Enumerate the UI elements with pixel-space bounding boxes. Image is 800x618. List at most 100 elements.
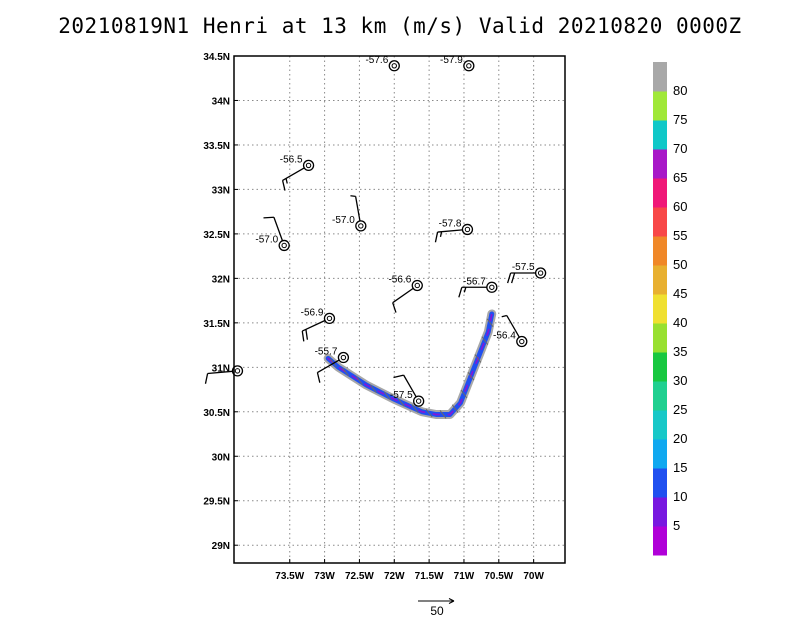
colorbar-label: 75: [673, 112, 687, 127]
colorbar-label: 20: [673, 431, 687, 446]
x-tick-label: 70W: [523, 571, 544, 582]
colorbar-swatch: [653, 120, 667, 150]
plot-frame: [233, 55, 566, 564]
x-tick-label: 73.5W: [275, 571, 304, 582]
colorbar-label: 15: [673, 460, 687, 475]
barb-feather: [434, 231, 439, 243]
grid-lines: [234, 55, 565, 563]
station-label: -55.7: [315, 347, 338, 358]
barb-feather: [458, 287, 463, 298]
station: -56.5: [280, 154, 315, 191]
colorbar-swatch: [653, 352, 667, 382]
band-vector: [383, 391, 391, 401]
stations: -57.6 -57.9 -56.5 -57.0 -57.0 -57.8 -56.6 -56.7…: [204, 55, 547, 407]
barb-half-feather: [285, 178, 288, 184]
barb-feather: [204, 373, 209, 384]
station-label: -56.5: [280, 154, 303, 165]
wind-band: [323, 309, 497, 419]
station: -56.6: [388, 274, 423, 313]
band-vector: [467, 371, 475, 381]
station-ring: [231, 365, 244, 377]
station: -57.9: [440, 55, 475, 72]
station-dot: [234, 368, 241, 374]
station-ring: [323, 312, 336, 325]
colorbar-swatch: [653, 526, 667, 556]
colorbar-swatch: [653, 91, 667, 121]
band-vector: [356, 376, 363, 385]
barb-staff: [282, 167, 305, 181]
y-tick-label: 30.5N: [203, 408, 230, 419]
colorbar-swatch: [653, 265, 667, 295]
colorbar-label: 45: [673, 286, 687, 301]
colorbar-label: 50: [673, 257, 687, 272]
station-ring: [388, 60, 400, 72]
colorbar-swatch: [653, 178, 667, 208]
station-label: -56.7: [463, 276, 486, 287]
colorbar-swatch: [653, 323, 667, 353]
barb-staff: [302, 319, 326, 332]
station-dot: [414, 282, 420, 289]
colorbar-label: 25: [673, 402, 687, 417]
station-ring: [486, 281, 498, 293]
station-ring: [516, 335, 528, 348]
station: -57.0: [255, 216, 290, 252]
y-tick-label: 33.5N: [203, 141, 230, 152]
station-dot: [391, 63, 397, 69]
colorbar-label: 55: [673, 228, 687, 243]
station-label: -56.9: [301, 307, 324, 318]
barb-feather: [305, 329, 309, 340]
colorbar-swatch: [653, 497, 667, 527]
station-ring: [413, 395, 425, 407]
barb-feather: [393, 374, 404, 379]
band-vector: [486, 318, 494, 328]
colorbar-swatch: [653, 381, 667, 411]
reference-vector: 50: [418, 598, 455, 618]
station: -57.5: [506, 262, 547, 284]
band-vector: [425, 408, 433, 418]
station-ring: [355, 220, 367, 232]
barb-staff: [437, 229, 463, 233]
station-label: -57.0: [332, 215, 355, 226]
station-dot: [489, 284, 495, 290]
station-ring: [534, 267, 547, 279]
station-dot: [340, 354, 347, 361]
station-ring: [463, 60, 475, 72]
station: -57.8: [434, 218, 474, 243]
colorbar-swatch: [653, 236, 667, 266]
barb-feather: [392, 302, 397, 313]
band-vector: [481, 336, 489, 345]
colorbar-label: 60: [673, 199, 687, 214]
x-tick-label: 71W: [454, 571, 475, 582]
station-dot: [466, 63, 472, 69]
station-dot: [358, 223, 364, 229]
colorbar-label: 30: [673, 373, 687, 388]
colorbar-swatch: [653, 439, 667, 469]
barb-feather: [301, 330, 305, 342]
colorbar-label: 5: [673, 518, 680, 533]
band-vector: [474, 354, 482, 363]
colorbar-label: 70: [673, 141, 687, 156]
barb-feather: [281, 180, 286, 191]
station: -57.0: [332, 195, 367, 232]
colorbar-label: 80: [673, 83, 687, 98]
station-label: -56.6: [388, 274, 411, 285]
band-vector: [411, 404, 419, 413]
colorbar-label: 65: [673, 170, 687, 185]
station: -56.4: [493, 314, 528, 348]
station-dot: [281, 242, 287, 249]
band-vector: [397, 398, 405, 407]
barb-staff: [273, 217, 284, 241]
station-dot: [464, 226, 471, 233]
band-vector: [439, 410, 447, 419]
station-label: -57.0: [255, 234, 278, 245]
colorbar-swatch: [653, 62, 667, 92]
barb-feather: [263, 216, 274, 219]
x-tick-label: 72W: [384, 571, 405, 582]
station-ring: [411, 279, 423, 292]
barb-feather: [506, 272, 512, 284]
y-axis: 29N 29.5N 30N 30.5N 31N 31.5N 32N 32.5N 33N 33.5N…: [203, 52, 238, 552]
colorbar-label: 40: [673, 315, 687, 330]
colorbar-swatch: [653, 468, 667, 498]
x-tick-label: 71.5W: [415, 571, 444, 582]
y-tick-label: 30N: [212, 452, 230, 463]
